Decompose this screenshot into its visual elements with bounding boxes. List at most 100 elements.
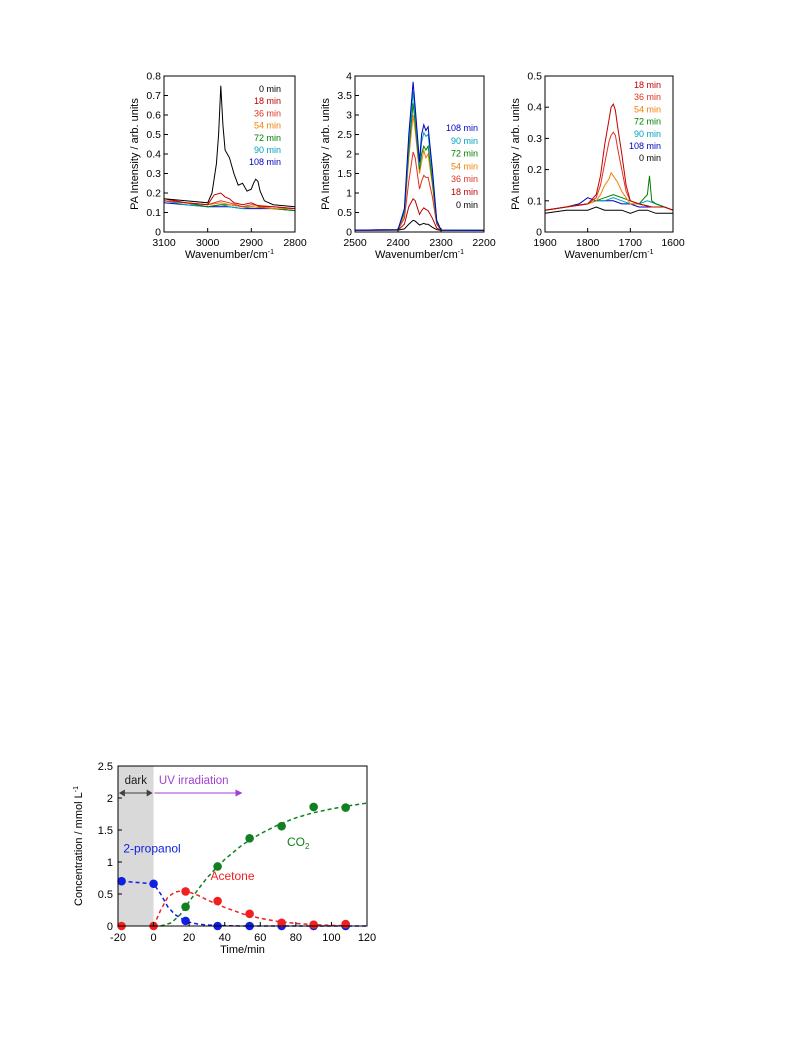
series-label-co2: CO2 [287, 835, 310, 851]
legend-entry: 90 min [254, 145, 281, 155]
legend-entry: 36 min [254, 108, 281, 118]
x-tick-label: 2800 [283, 237, 307, 249]
x-tick-label: 2400 [386, 237, 410, 249]
y-tick-label: 0.4 [527, 102, 542, 114]
legend-entry: 108 min [249, 157, 281, 167]
co2-label-main: CO [287, 835, 305, 849]
series-line [354, 81, 485, 231]
dark-arrow-head-right [146, 789, 153, 797]
spectrum-chart-3: 0 0.1 0.2 0.3 0.4 0.5 1900 1800 1700 1600 Wavenumb… [510, 71, 685, 262]
y-tick-label: 0.5 [146, 129, 161, 141]
y-tick-label: 4 [346, 71, 352, 83]
data-point [181, 902, 190, 912]
data-point [309, 802, 318, 812]
y-tick-label: 3 [346, 110, 352, 122]
y-axis-label-text: Concentration / mmol L [73, 792, 85, 906]
legend-entry: 18 min [634, 80, 661, 90]
series-line [355, 197, 485, 231]
data-point [245, 909, 254, 919]
y-tick-label: 1.5 [337, 168, 352, 180]
plot-frame [544, 75, 674, 233]
y-tick-label: 0.5 [527, 71, 542, 83]
y-tick-label: 0.8 [146, 71, 161, 83]
series-line [163, 85, 296, 208]
legend-entry: 36 min [451, 174, 478, 184]
legend-entry: 72 min [451, 149, 478, 159]
series-label-2-propanol: 2-propanol [123, 841, 180, 855]
y-axis-label-superscript: -1 [73, 786, 80, 792]
y-tick-label: 0.6 [146, 110, 161, 122]
legend-entry: 36 min [634, 92, 661, 102]
x-axis-label: Wavenumber/cm-1 [375, 249, 464, 261]
x-axis-label-superscript: -1 [458, 249, 464, 256]
x-axis-label: Wavenumber/cm-1 [565, 249, 654, 261]
x-tick-label: 3000 [196, 237, 220, 249]
y-tick-label: 1.5 [98, 825, 113, 837]
uv-label: UV irradiation [159, 775, 229, 787]
x-tick-label: 1900 [533, 237, 557, 249]
legend-entry: 108 min [446, 123, 478, 133]
x-axis-label-text: Wavenumber/cm [565, 249, 648, 261]
y-tick-label: 0.1 [146, 207, 161, 219]
x-tick-label: 1700 [619, 237, 643, 249]
x-tick-label: 3100 [152, 237, 176, 249]
series-line [544, 103, 674, 211]
y-tick-label: 0.7 [146, 90, 161, 102]
series-line [163, 192, 296, 210]
y-tick-label: 0.5 [98, 889, 113, 901]
x-tick-label: 0 [151, 932, 157, 944]
y-tick-label: 0 [346, 227, 352, 239]
series-line [544, 171, 674, 211]
series-line [354, 219, 484, 231]
data-point [117, 876, 126, 886]
series-line [544, 197, 674, 211]
x-tick-label: 40 [219, 932, 231, 944]
data-point [277, 918, 286, 928]
legend-entry: 18 min [451, 187, 478, 197]
y-tick-label: 0.4 [146, 149, 161, 161]
fit-curve [160, 802, 368, 927]
x-tick-label: 100 [322, 932, 340, 944]
x-tick-label: 2200 [472, 237, 496, 249]
legend-entry: 72 min [634, 117, 661, 127]
y-tick-label: 0.2 [146, 188, 161, 200]
legend-entry: 0 min [639, 153, 661, 163]
dark-arrow-head-left [118, 789, 125, 797]
y-tick-label: 0.5 [337, 207, 352, 219]
y-axis-label: Concentration / mmol L-1 [73, 786, 85, 906]
y-tick-label: 2.5 [98, 761, 113, 773]
legend-entry: 54 min [634, 104, 661, 114]
uv-arrow-head [235, 789, 243, 797]
legend-entry: 54 min [254, 121, 281, 131]
x-tick-label: 2500 [343, 237, 367, 249]
x-tick-label: 60 [254, 932, 266, 944]
y-tick-label: 0 [155, 227, 161, 239]
legend-entry: 108 min [629, 141, 661, 151]
x-axis-label-superscript: -1 [268, 249, 274, 256]
data-point [213, 862, 222, 871]
x-axis-label: Wavenumber/cm-1 [185, 249, 274, 261]
legend-entry: 54 min [451, 161, 478, 171]
dark-label: dark [125, 775, 148, 787]
x-tick-label: 2300 [429, 237, 453, 249]
data-point [277, 821, 286, 831]
y-tick-label: 0 [536, 227, 542, 239]
y-axis-label: PA Intensity / arb. units [510, 98, 522, 210]
y-axis-label: PA Intensity / arb. units [129, 98, 141, 210]
legend-entry: 0 min [259, 84, 281, 94]
data-point [149, 879, 158, 889]
x-tick-label: 120 [358, 932, 376, 944]
series-label-acetone: Acetone [210, 869, 254, 883]
y-tick-label: 0.3 [146, 168, 161, 180]
data-point [341, 803, 350, 812]
y-tick-label: 0.1 [527, 195, 542, 207]
co2-label-subscript: 2 [305, 842, 310, 851]
legend-entry: 72 min [254, 133, 281, 143]
y-tick-label: 1 [107, 857, 113, 869]
fit-curve [121, 880, 367, 927]
y-tick-label: 3.5 [337, 90, 352, 102]
series-line [354, 151, 485, 231]
y-tick-label: 0 [107, 921, 113, 933]
x-tick-label: 2900 [240, 237, 264, 249]
y-tick-label: 0.3 [527, 133, 542, 145]
